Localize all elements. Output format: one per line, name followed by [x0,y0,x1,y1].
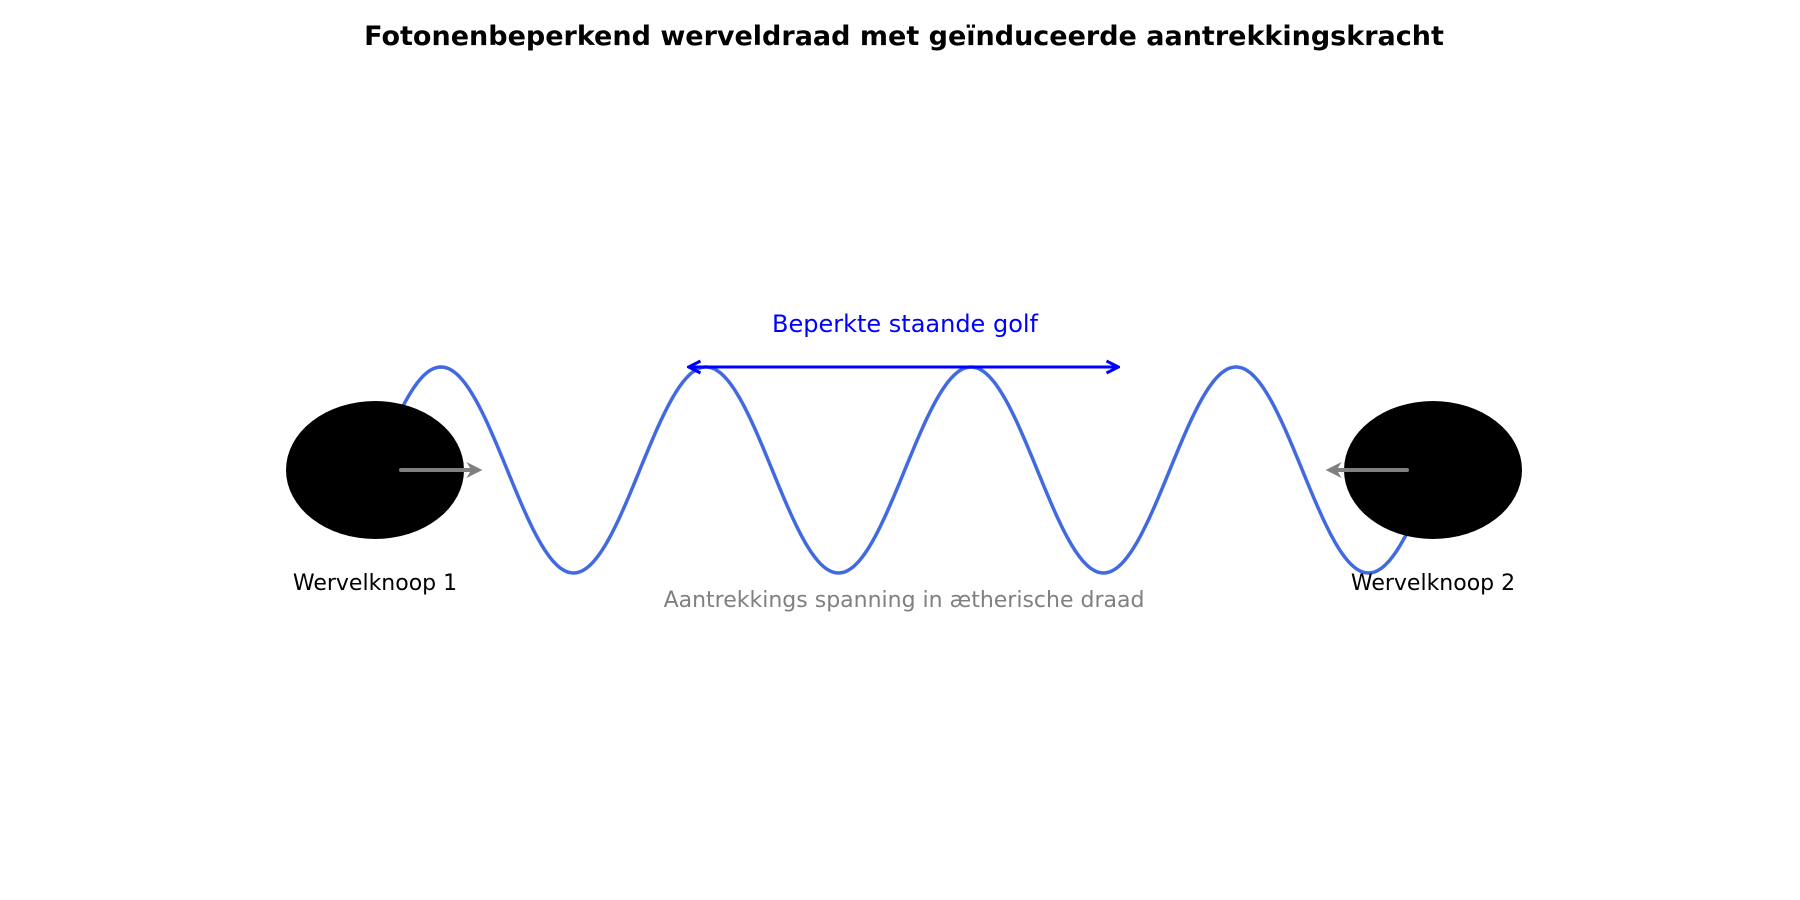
standing-wave [373,365,1435,575]
vortex-node-2 [1344,401,1522,539]
wave-label: Beperkte staande golf [772,310,1039,338]
vortex-node-1-label: Wervelknoop 1 [293,571,457,596]
vortex-node-2-label: Wervelknoop 2 [1351,571,1515,596]
diagram-title: Fotonenbeperkend werveldraad met geïnduc… [364,21,1444,52]
vortex-node-1 [286,401,464,539]
tension-label: Aantrekkings spanning in ætherische draa… [664,588,1145,613]
